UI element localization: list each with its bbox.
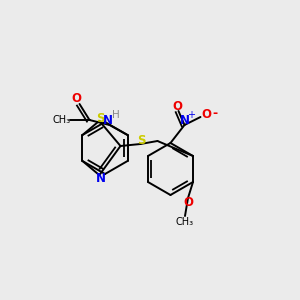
Text: O: O bbox=[202, 107, 212, 121]
Text: N: N bbox=[179, 113, 190, 127]
Text: +: + bbox=[188, 110, 196, 120]
Text: N: N bbox=[103, 113, 112, 127]
Text: S: S bbox=[137, 134, 146, 148]
Text: CH₃: CH₃ bbox=[52, 115, 70, 125]
Text: O: O bbox=[183, 196, 193, 209]
Text: CH₃: CH₃ bbox=[176, 217, 194, 227]
Text: N: N bbox=[96, 172, 106, 184]
Text: -: - bbox=[212, 107, 217, 121]
Text: H: H bbox=[112, 110, 119, 120]
Text: O: O bbox=[172, 100, 182, 112]
Text: S: S bbox=[96, 112, 105, 125]
Text: O: O bbox=[71, 92, 82, 104]
